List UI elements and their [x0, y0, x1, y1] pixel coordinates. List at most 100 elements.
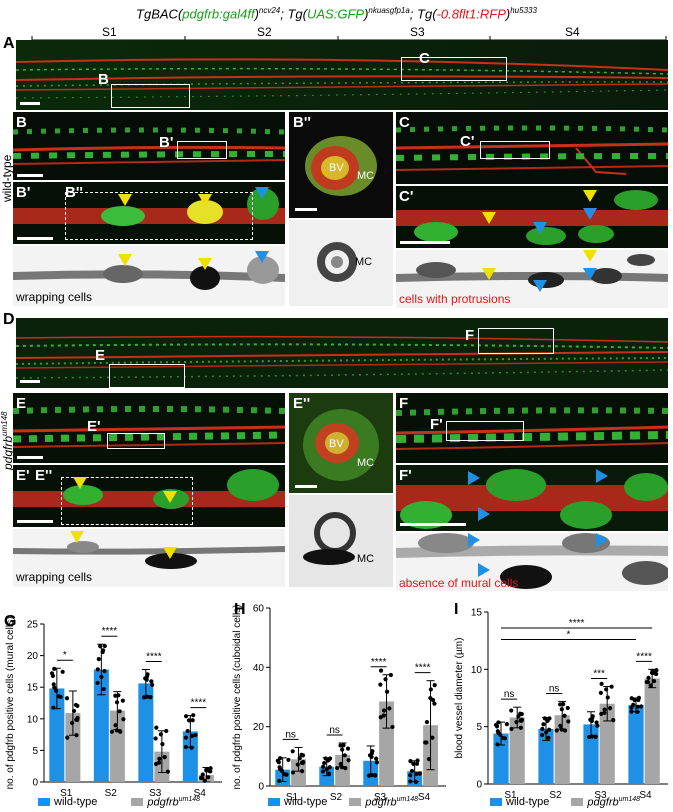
legend-i: wild-type pdgfrbum148 [490, 796, 640, 809]
y-tick-label: 0 [32, 778, 38, 789]
data-point [611, 718, 616, 723]
data-point [428, 687, 433, 692]
data-point [381, 713, 386, 718]
data-point [519, 712, 524, 717]
data-point [95, 667, 100, 672]
legend-swatch-mutant [131, 798, 144, 807]
data-point [602, 710, 607, 715]
panel-label-e2: E'' [293, 395, 311, 412]
data-point [498, 732, 503, 737]
bar-mutant [509, 717, 525, 784]
data-point [558, 702, 563, 707]
panel-b1-inverted: wrapping cells [13, 246, 285, 306]
data-point [509, 726, 514, 732]
data-point [183, 744, 189, 750]
data-point [369, 751, 374, 756]
data-point [599, 681, 604, 686]
bar-wildtype [138, 683, 154, 782]
data-point [649, 670, 655, 676]
data-point [326, 771, 332, 776]
panel-letter-g: G [4, 613, 17, 630]
significance-label: **** [191, 698, 207, 709]
data-point [652, 678, 657, 684]
label-mc: MC [357, 170, 375, 182]
panel-label-f: F [399, 395, 409, 412]
panel-label-b2: B'' [65, 184, 83, 201]
data-point [547, 727, 552, 732]
data-point [408, 773, 413, 778]
dashed-box [61, 477, 193, 525]
panel-c1-image: C' [396, 186, 668, 248]
data-point [430, 735, 435, 740]
data-point [158, 732, 163, 737]
legend-swatch-mutant [571, 798, 584, 807]
label-bv: BV [329, 162, 344, 174]
data-point [189, 745, 194, 750]
data-point [189, 733, 195, 738]
inset-box-b [111, 84, 190, 108]
blue-arrowhead [533, 280, 547, 292]
data-point [594, 720, 599, 725]
legend-label-wildtype: wild-type [54, 796, 98, 809]
data-point [322, 760, 327, 766]
panel-e1-inverted: wrapping cells [13, 529, 285, 587]
data-point [562, 713, 567, 718]
blue-arrowhead [533, 222, 547, 234]
data-point [504, 722, 509, 727]
yellow-arrowhead [70, 531, 84, 543]
data-point [559, 707, 564, 712]
row-label-wildtype: wild-type [0, 154, 14, 202]
y-tick-label: 10 [27, 714, 39, 725]
significance-label: ns [285, 729, 296, 740]
data-point [157, 756, 162, 761]
data-point [190, 718, 195, 723]
data-point [345, 746, 351, 751]
data-point [387, 706, 392, 711]
data-point [338, 743, 343, 748]
data-point [644, 679, 649, 685]
data-point [378, 682, 383, 687]
significance-label: *** [593, 669, 605, 680]
significance-label: **** [415, 663, 431, 674]
panel-e-image: E E' [13, 393, 285, 463]
data-point [56, 694, 61, 699]
scale-bar [20, 102, 40, 105]
data-point [543, 730, 549, 735]
data-point [415, 758, 420, 763]
scale-bar [20, 380, 40, 383]
x-tick-label: S1 [286, 792, 299, 803]
data-point [299, 760, 305, 765]
data-point [204, 768, 209, 773]
data-point [279, 768, 285, 774]
significance-label: **** [146, 652, 162, 663]
blue-arrowhead [468, 471, 480, 485]
bar-wildtype [628, 704, 644, 784]
yellow-arrowhead [583, 190, 597, 202]
dashed-box [65, 192, 253, 240]
panel-label-c: C [399, 114, 410, 131]
x-tick-label: S1 [504, 790, 517, 801]
yellow-arrowhead [482, 212, 496, 224]
blue-arrowhead [478, 507, 490, 521]
data-point [343, 765, 348, 771]
data-point [595, 723, 600, 728]
legend-label-wildtype: wild-type [506, 796, 550, 809]
data-point [374, 756, 379, 761]
data-point [52, 666, 57, 671]
y-tick-label: 10 [471, 665, 483, 676]
data-point [602, 707, 607, 712]
panel-d-image: F E [16, 318, 668, 388]
panel-letter-d: D [3, 311, 15, 328]
y-axis-label: no. of pdgfrb positive cells (mural cell… [5, 617, 16, 790]
data-point [423, 740, 428, 745]
x-tick-label: S2 [330, 792, 343, 803]
yellow-arrowhead [118, 194, 132, 206]
yellow-arrowhead [198, 194, 212, 206]
y-tick-label: 5 [476, 722, 482, 733]
data-point [142, 695, 147, 700]
data-point [120, 698, 125, 703]
panel-letter-h: H [234, 601, 246, 618]
y-tick-label: 25 [27, 620, 39, 631]
data-point [320, 769, 326, 774]
data-point [114, 700, 120, 705]
